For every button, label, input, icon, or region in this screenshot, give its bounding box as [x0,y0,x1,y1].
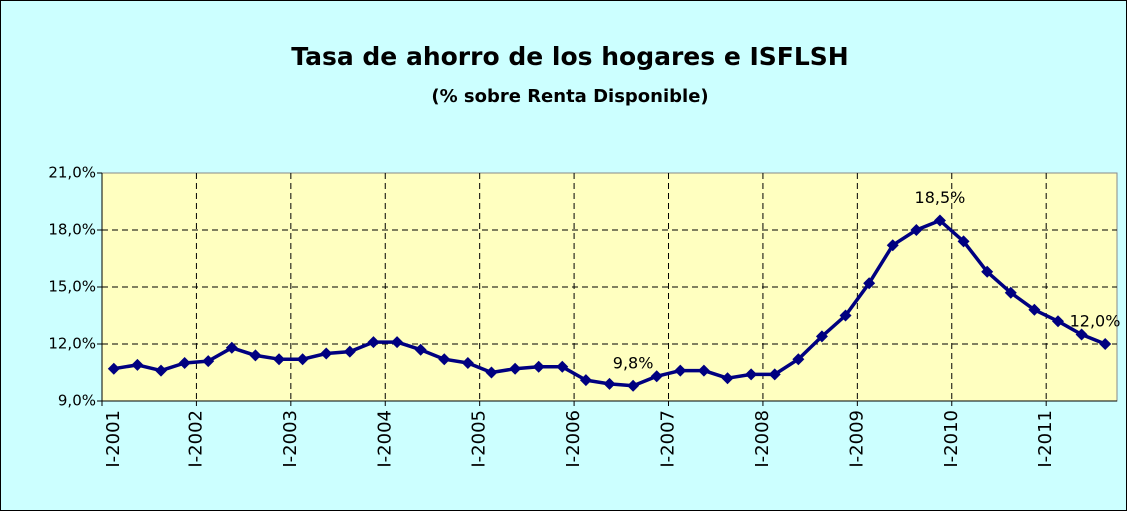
data-point [1004,286,1017,299]
data-point [414,343,427,356]
x-tick-label: I-2003 [280,410,301,468]
data-point [721,372,734,385]
data-point [697,364,710,377]
data-point [981,265,994,278]
data-point [509,362,522,375]
data-point [815,330,828,343]
data-point [485,366,498,379]
chart-title: Tasa de ahorro de los hogares e ISFLSH [291,42,848,71]
data-point [933,214,946,227]
data-label: 12,0% [1070,312,1121,331]
data-label: 9,8% [613,353,654,372]
data-point [910,224,923,236]
data-point [296,353,309,366]
data-point [674,364,687,377]
x-tick-label: I-2010 [941,410,962,468]
y-tick-label: 18,0% [48,221,96,239]
data-point [1051,315,1064,328]
data-label: 18,5% [915,188,966,207]
data-point [155,364,168,377]
data-point [178,357,191,369]
y-tick-label: 9,0% [58,392,96,410]
x-tick-label: I-2001 [103,410,124,468]
y-tick-label: 21,0% [48,164,96,182]
data-point [202,355,215,368]
data-point [391,336,404,349]
data-point [957,235,970,248]
data-point [532,360,545,373]
data-point [1028,303,1041,316]
data-point [249,349,262,362]
y-tick-label: 12,0% [48,335,96,353]
x-tick-label: I-2005 [469,410,490,468]
data-point [768,368,781,381]
data-point [650,370,663,383]
data-point [579,374,592,387]
x-tick-label: I-2006 [563,410,584,468]
data-point [367,336,380,349]
data-point [863,277,876,290]
data-point [107,362,120,375]
data-point [343,345,356,358]
x-tick-label: I-2002 [185,410,206,468]
data-point [745,368,758,381]
y-tick-label: 15,0% [48,278,96,296]
data-point [792,353,805,366]
x-tick-label: I-2011 [1035,410,1056,468]
chart-subtitle: (% sobre Renta Disponible) [431,86,708,107]
data-point [603,377,616,390]
data-point [627,379,640,392]
data-point [839,309,852,322]
x-tick-label: I-2007 [658,410,679,468]
x-tick-label: I-2008 [752,410,773,468]
data-point [320,347,333,360]
data-point [438,353,451,366]
data-point [886,239,899,252]
data-point [1099,338,1112,350]
data-point [461,357,474,369]
data-point [273,353,286,366]
data-point [1075,328,1088,341]
data-point [556,360,569,373]
x-tick-label: I-2009 [846,410,867,468]
data-point [225,341,238,354]
x-tick-label: I-2004 [374,410,395,468]
data-point [131,358,144,371]
